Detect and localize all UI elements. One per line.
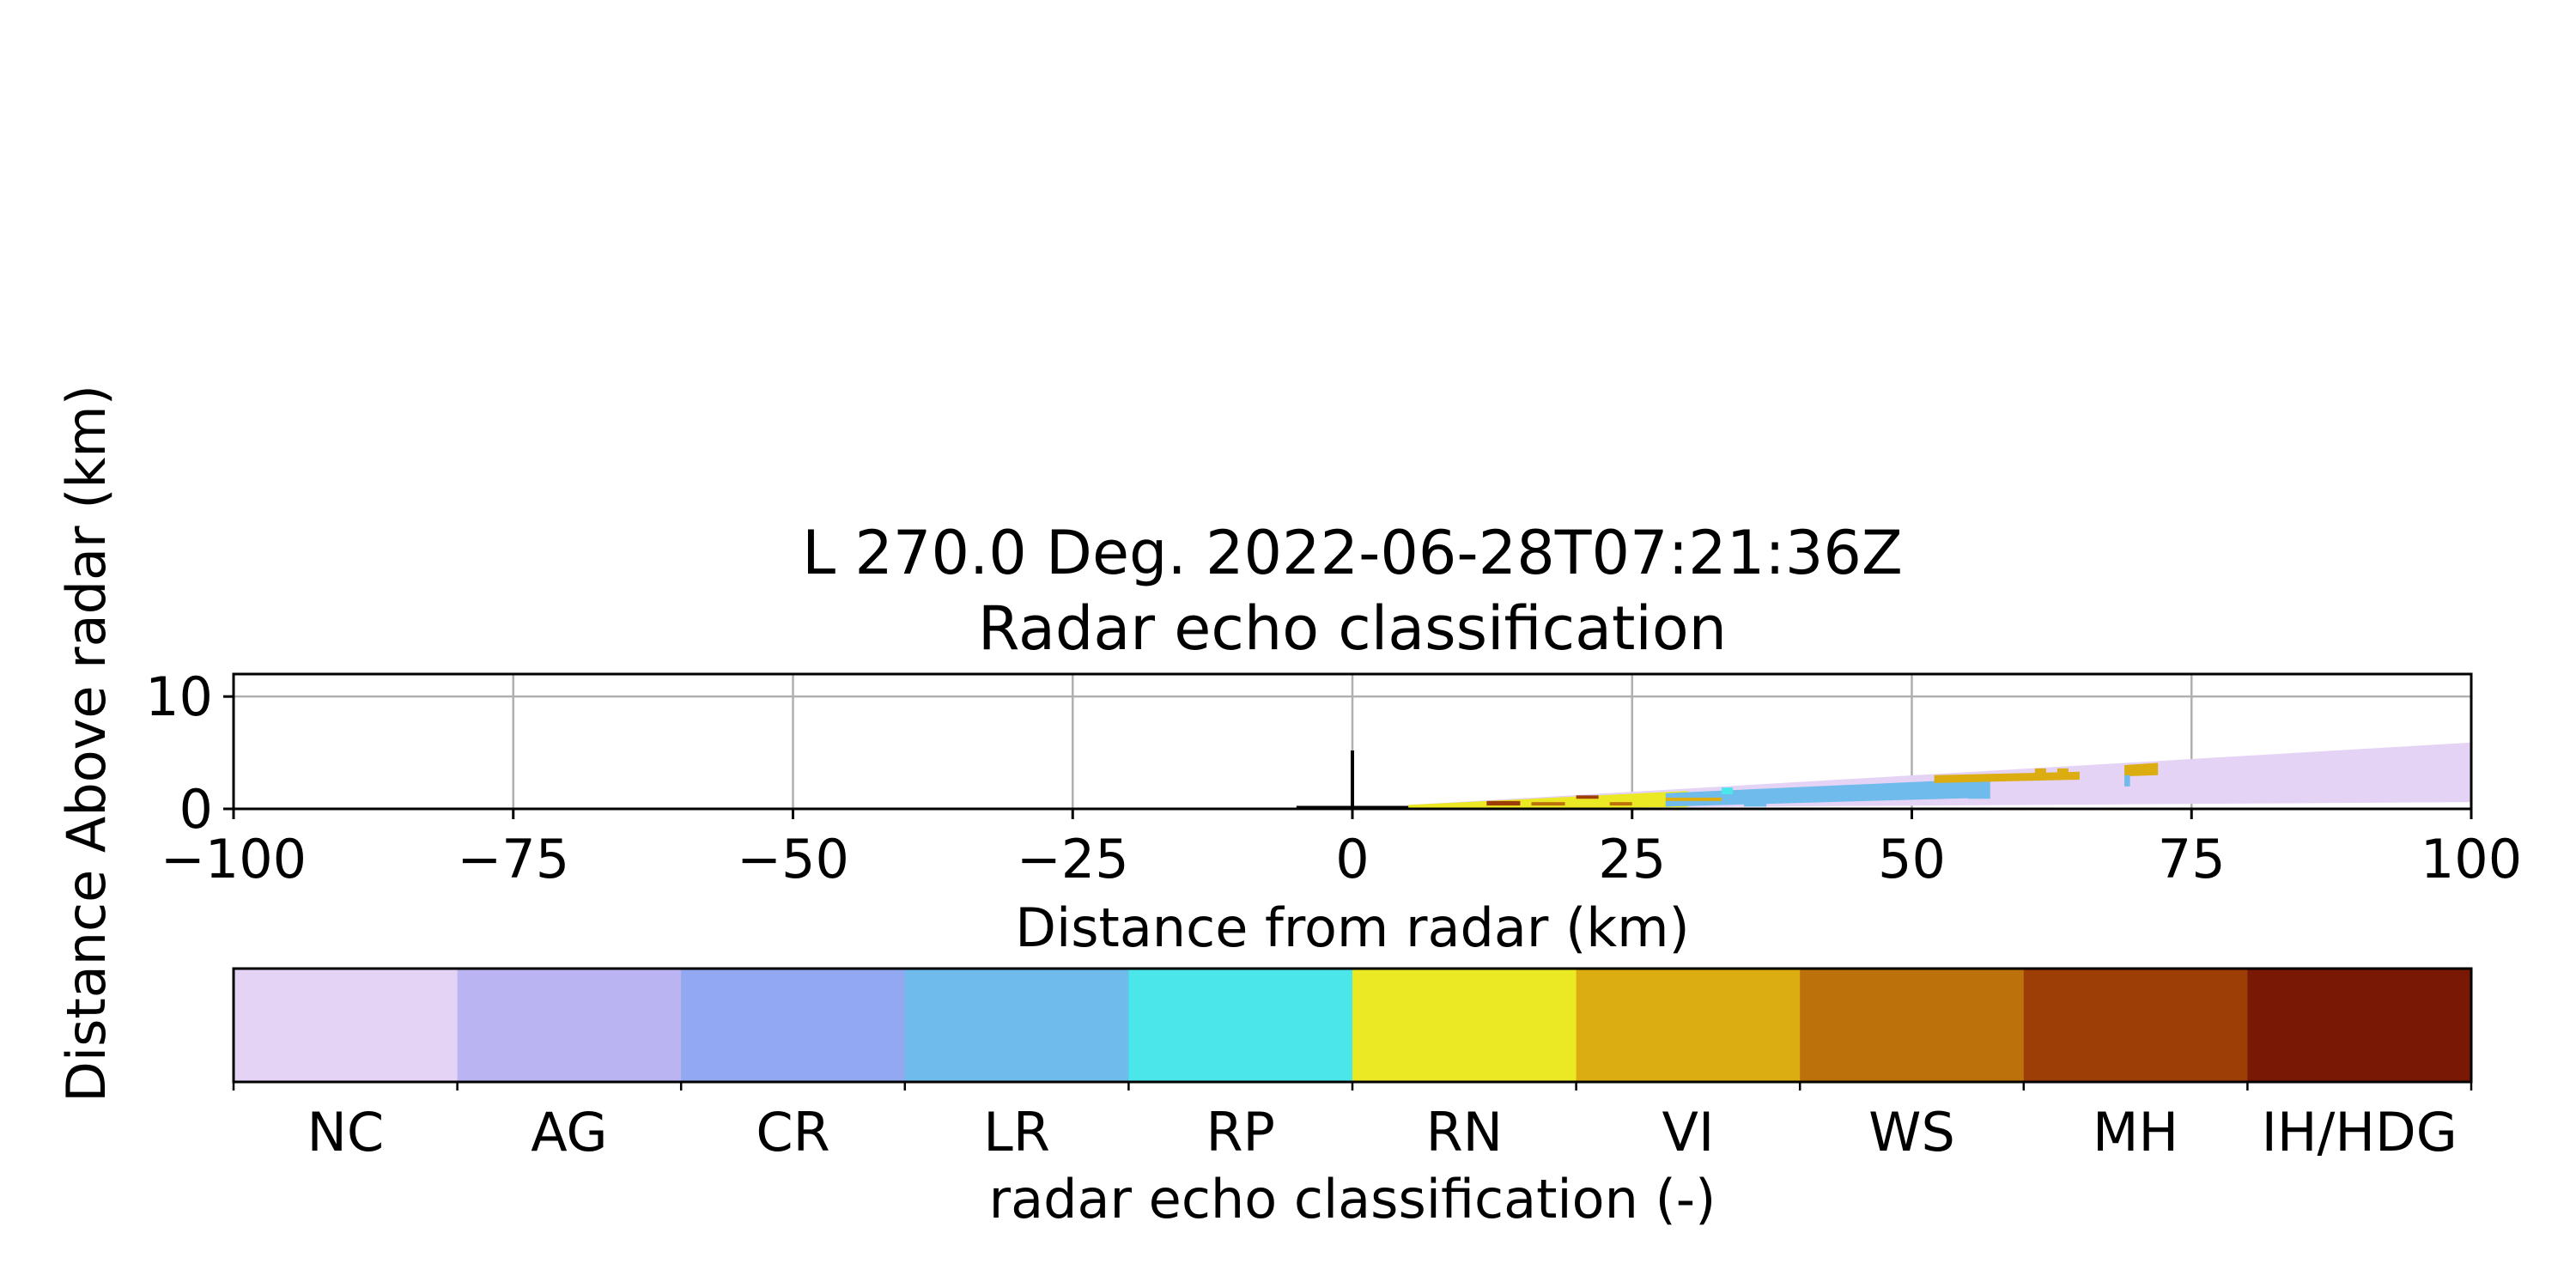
x-tick-label: −75: [457, 828, 569, 890]
colorbar-swatch-lr: [904, 969, 1129, 1082]
colorbar-class-label: NC: [307, 1101, 384, 1163]
colorbar-swatch-ag: [457, 969, 682, 1082]
colorbar-ticks: NC AG CR LR RP RN VI WS MH IH/HDG: [232, 1082, 2473, 1163]
echo-patch-lr: [1744, 802, 1767, 807]
x-axis-ticks: −100 −75 −50 −25 0 25 50 75 100: [161, 809, 2522, 890]
chart-title-line1: L 270.0 Deg. 2022-06-28T07:21:36Z: [802, 518, 1903, 588]
x-tick-label: 75: [2158, 828, 2226, 890]
x-tick-label: 100: [2421, 828, 2522, 890]
y-axis-label: Distance Above radar (km): [55, 385, 118, 1103]
colorbar-swatches: [234, 969, 2472, 1082]
echo-patch-mh: [1486, 800, 1521, 806]
colorbar: NC AG CR LR RP RN VI WS MH IH/HDG radar echo clas…: [232, 967, 2473, 1230]
colorbar-class-label: WS: [1868, 1101, 1955, 1163]
plot-area: −100 −75 −50 −25 0 25 50 75 100 0 10: [145, 665, 2522, 890]
colorbar-class-label: RP: [1206, 1101, 1274, 1163]
echo-patch-vi: [2057, 768, 2069, 778]
x-tick-label: −25: [1017, 828, 1129, 890]
colorbar-class-label: IH/HDG: [2262, 1101, 2458, 1163]
colorbar-swatch-rp: [1128, 969, 1353, 1082]
colorbar-swatch-ih-hdg: [2247, 969, 2472, 1082]
colorbar-class-label: VI: [1662, 1101, 1715, 1163]
colorbar-swatch-nc: [234, 969, 459, 1082]
chart-title-line2: Radar echo classification: [978, 593, 1727, 664]
echo-patch-vi: [1665, 797, 1722, 801]
colorbar-swatch-vi: [1576, 969, 1801, 1082]
colorbar-class-label: MH: [2093, 1101, 2178, 1163]
echo-patch-ws: [1531, 802, 1565, 806]
colorbar-swatch-mh: [2023, 969, 2248, 1082]
colorbar-class-label: LR: [983, 1101, 1050, 1163]
colorbar-class-label: AG: [531, 1101, 607, 1163]
radar-marker: [1296, 750, 1409, 809]
x-tick-label: −50: [737, 828, 849, 890]
echo-patch-ws: [1609, 802, 1632, 806]
echo-patch-lr: [1967, 793, 1990, 799]
x-tick-label: 50: [1878, 828, 1946, 890]
x-tick-label: 25: [1598, 828, 1666, 890]
y-tick-label: 10: [145, 665, 213, 728]
colorbar-swatch-rn: [1352, 969, 1577, 1082]
colorbar-class-label: RN: [1426, 1101, 1503, 1163]
y-axis-ticks: 0 10: [145, 665, 234, 841]
echo-patch-mh: [1576, 795, 1599, 799]
x-tick-label: 0: [1335, 828, 1369, 890]
colorbar-swatch-ws: [1800, 969, 2025, 1082]
y-tick-label: 0: [179, 778, 213, 841]
beam-region-vi: [2124, 762, 2159, 777]
colorbar-swatch-cr: [681, 969, 906, 1082]
x-tick-label: −100: [161, 828, 307, 890]
colorbar-label: radar echo classification (-): [989, 1168, 1716, 1230]
echo-patch-rp: [1721, 787, 1734, 794]
classification-patches: [1486, 768, 2130, 807]
colorbar-class-label: CR: [756, 1101, 829, 1163]
echo-patch-vi: [2034, 768, 2046, 778]
x-axis-label: Distance from radar (km): [1015, 896, 1690, 959]
echo-patch-lr: [2124, 775, 2130, 787]
beam-region-lr: [1665, 778, 1990, 807]
